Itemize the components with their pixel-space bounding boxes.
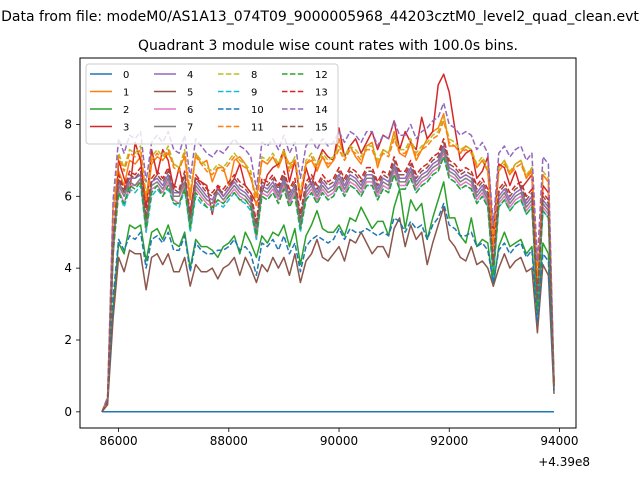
series-line-1: [102, 114, 554, 412]
x-tick-label: 88000: [210, 434, 248, 448]
series-line-2: [102, 182, 554, 412]
figure-suptitle: Data from file: modeM0/AS1A13_074T09_900…: [1, 9, 639, 25]
y-tick-label: 2: [64, 333, 72, 347]
legend-label-9: 9: [251, 88, 257, 99]
y-tick-label: 6: [64, 189, 72, 203]
x-tick-label: 86000: [99, 434, 137, 448]
legend-label-1: 1: [123, 88, 129, 99]
legend-label-11: 11: [251, 123, 264, 134]
legend-label-7: 7: [187, 123, 193, 134]
series-line-9: [102, 157, 554, 412]
legend-label-12: 12: [315, 70, 328, 81]
x-tick-label: 94000: [540, 434, 578, 448]
legend-label-14: 14: [315, 105, 328, 116]
chart-title: Quadrant 3 module wise count rates with …: [138, 38, 518, 54]
legend-label-0: 0: [123, 70, 129, 81]
y-tick-label: 8: [64, 117, 72, 131]
x-offset-label: +4.39e8: [538, 455, 590, 469]
x-tick-label: 90000: [320, 434, 358, 448]
legend-label-6: 6: [187, 105, 193, 116]
legend-label-8: 8: [251, 70, 257, 81]
legend-label-13: 13: [315, 88, 328, 99]
series-line-10: [102, 204, 554, 412]
legend-label-15: 15: [315, 123, 328, 134]
legend-label-5: 5: [187, 88, 193, 99]
y-axis: 0 2 4 6 8: [64, 117, 80, 418]
y-tick-label: 0: [64, 405, 72, 419]
legend-label-3: 3: [123, 123, 129, 134]
legend-label-10: 10: [251, 105, 264, 116]
legend-label-2: 2: [123, 105, 129, 116]
legend-label-4: 4: [187, 70, 193, 81]
y-tick-label: 4: [64, 261, 72, 275]
x-tick-label: 92000: [430, 434, 468, 448]
x-axis: 86000 88000 90000 92000 94000: [99, 428, 578, 448]
